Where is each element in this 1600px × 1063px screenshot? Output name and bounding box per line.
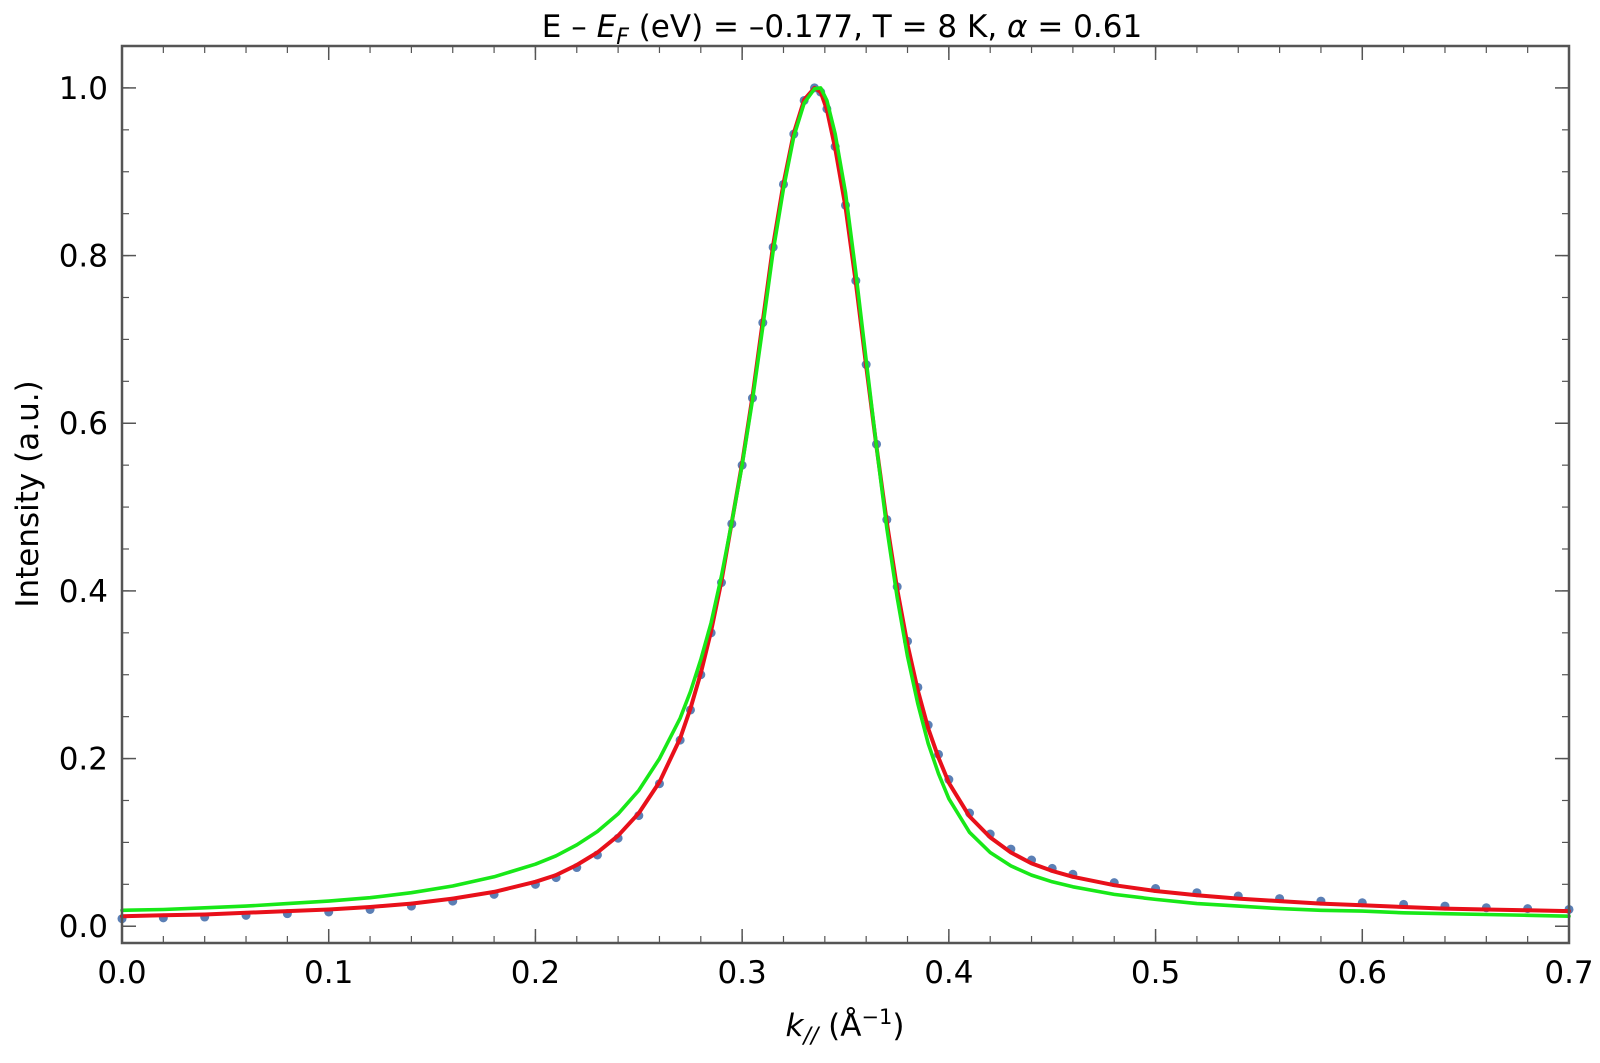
fit-line-red <box>120 85 1571 919</box>
y-axis: 0.0 0.2 0.4 0.6 0.8 1.0 <box>59 45 1569 945</box>
y-tick-label: 0.6 <box>59 406 108 442</box>
x-tick-label: 0.6 <box>1338 955 1387 991</box>
y-tick-label: 0.4 <box>59 574 108 610</box>
x-axis-label: k// (Å−1) <box>785 1005 904 1049</box>
chart-title: E – EF (eV) = –0.177, T = 8 K, α = 0.61 <box>542 9 1142 50</box>
fit-line-green <box>120 86 1571 918</box>
x-tick-label: 0.3 <box>717 955 766 991</box>
plot-frame <box>120 44 1571 945</box>
y-tick-label: 0.0 <box>59 909 108 945</box>
x-tick-label: 0.5 <box>1131 955 1180 991</box>
x-tick-label: 0.4 <box>924 955 973 991</box>
x-tick-label: 0.0 <box>97 955 146 991</box>
y-axis-label: Intensity (a.u.) <box>10 380 46 607</box>
x-tick-label: 0.7 <box>1544 955 1593 991</box>
x-axis: 0.0 0.1 0.2 0.3 0.4 0.5 0.6 0.7 <box>97 46 1594 991</box>
y-tick-label: 1.0 <box>59 71 108 107</box>
x-tick-label: 0.1 <box>304 955 353 991</box>
series-layer <box>117 83 1574 924</box>
y-tick-label: 0.2 <box>59 742 108 778</box>
y-tick-label: 0.8 <box>59 239 108 275</box>
x-tick-label: 0.2 <box>511 955 560 991</box>
